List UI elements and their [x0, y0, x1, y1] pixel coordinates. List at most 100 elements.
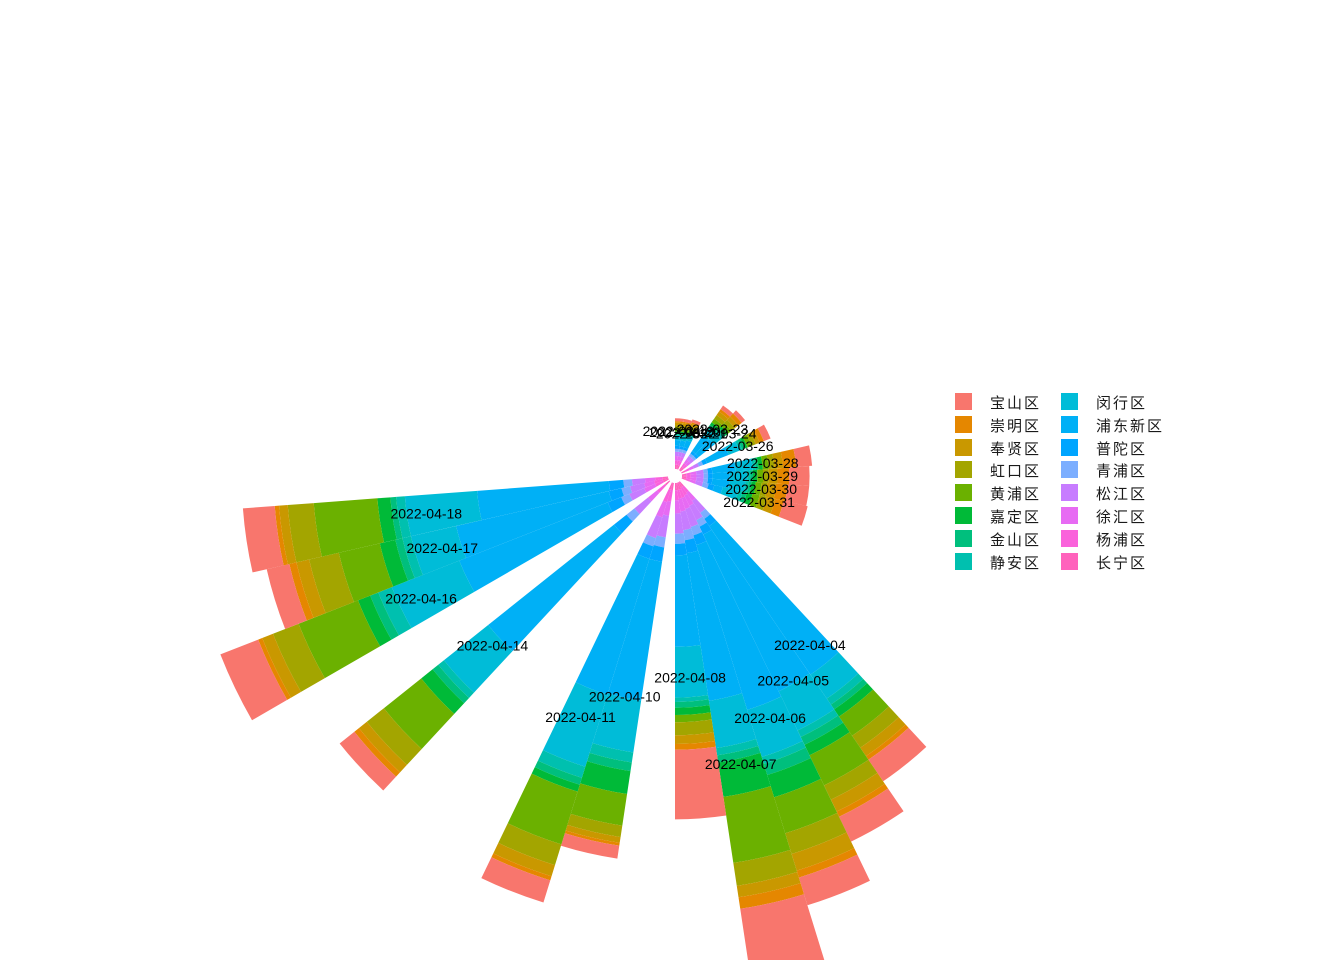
- bar-segment: [683, 418, 693, 424]
- bar-segment: [675, 719, 714, 736]
- bar-segment: [459, 502, 613, 592]
- date-label: 2022-03-29: [726, 468, 798, 484]
- bar-segment: [678, 481, 684, 487]
- bar-segment: [709, 520, 839, 675]
- bar-segment: [746, 481, 752, 494]
- bar-segment: [686, 436, 694, 443]
- bar-segment: [734, 458, 753, 472]
- bar-segment: [704, 447, 729, 464]
- date-label: 2022-04-11: [545, 709, 616, 725]
- bar-segment: [682, 464, 688, 469]
- legend-item: 闵行区: [1054, 390, 1174, 413]
- bar-segment: [839, 788, 904, 842]
- bar-segment: [679, 488, 685, 498]
- bar-segment: [702, 429, 714, 441]
- bar-segment: [738, 883, 804, 909]
- bar-segment: [691, 455, 697, 461]
- bar-segment: [391, 560, 475, 629]
- bar-segment: [681, 463, 686, 468]
- bar-segment: [621, 493, 633, 505]
- bar-segment: [727, 416, 739, 429]
- bar-segment: [690, 474, 697, 478]
- bar-segment: [358, 721, 407, 773]
- bar-segment: [700, 508, 711, 519]
- bar-segment: [742, 434, 752, 448]
- date-label: 2022-03-30: [725, 481, 797, 497]
- bar-segment: [681, 433, 688, 437]
- bar-segment: [488, 524, 622, 652]
- bar-segment: [634, 497, 652, 515]
- bar-segment: [689, 426, 698, 432]
- legend-label: 虹口区: [990, 462, 1042, 481]
- date-label: 2022-04-06: [734, 710, 806, 726]
- legend: 宝山区 崇明区 奉贤区 虹口区 黄浦区 嘉定区 金山区 静安区 闵行区 浦东新区 普陀区 青浦区 松江…: [948, 390, 1188, 580]
- bar-segment: [531, 767, 580, 792]
- bar-segment: [675, 422, 683, 427]
- bar-segment: [542, 682, 608, 767]
- bar-segment: [800, 715, 844, 745]
- bar-segment: [778, 673, 835, 731]
- legend-key: [955, 484, 972, 502]
- bar-segment: [631, 478, 646, 486]
- bar-segment: [675, 482, 678, 491]
- legend-item: 黄浦区: [948, 481, 1068, 504]
- bar-segment: [570, 783, 628, 826]
- date-label: 2022-03-20: [649, 424, 721, 440]
- bar-segment: [718, 752, 771, 797]
- bar-segment: [865, 724, 909, 760]
- bar-segment: [729, 470, 748, 482]
- bar-segment: [390, 496, 403, 540]
- bar-segment: [690, 524, 702, 536]
- bar-segment: [338, 543, 394, 602]
- bar-segment: [654, 478, 664, 484]
- bar-segment: [704, 514, 717, 527]
- bar-segment: [681, 470, 686, 474]
- bar-segment: [750, 430, 760, 445]
- bar-segment: [834, 683, 874, 717]
- legend-key: [1061, 506, 1078, 524]
- bar-segment: [273, 623, 325, 692]
- date-label: 2022-04-10: [589, 688, 661, 704]
- bar-segment: [747, 470, 751, 482]
- bar-segment: [798, 854, 870, 906]
- bar-segment: [680, 486, 688, 496]
- legend-item: 嘉定区: [948, 504, 1068, 527]
- bar-segment: [242, 506, 284, 573]
- legend-column-left: 宝山区 崇明区 奉贤区 虹口区 黄浦区 嘉定区 金山区 静安区: [948, 390, 1068, 572]
- legend-key: [1061, 484, 1078, 502]
- bar-segment: [630, 483, 646, 493]
- bar-segment: [587, 752, 632, 772]
- legend-key: [1061, 438, 1078, 456]
- legend-item: 青浦区: [1054, 458, 1174, 481]
- legend-label: 静安区: [990, 553, 1042, 572]
- bar-segment: [656, 500, 667, 518]
- bar-segment: [443, 625, 513, 693]
- date-label: 2022-04-14: [457, 637, 529, 653]
- bar-segment: [683, 440, 692, 449]
- bar-segment: [740, 894, 825, 960]
- bar-segment: [675, 448, 680, 452]
- bar-segment: [735, 439, 743, 451]
- bar-segment: [279, 505, 297, 565]
- date-label: 2022-03-21: [656, 425, 728, 441]
- bar-segment: [675, 543, 687, 556]
- bar-segment: [796, 848, 858, 878]
- bar-segment: [395, 538, 415, 581]
- bar-segment: [354, 728, 401, 777]
- bar-segment: [714, 415, 726, 426]
- bar-segment: [481, 857, 551, 903]
- bar-segment: [685, 461, 691, 467]
- bar-segment: [456, 491, 612, 559]
- bar-segment: [339, 731, 397, 791]
- bar-segment: [643, 534, 656, 547]
- legend-key: [955, 529, 972, 547]
- bar-segment: [613, 514, 633, 534]
- legend-key: [1061, 393, 1078, 410]
- legend-key: [1061, 552, 1078, 570]
- bar-segment: [746, 432, 756, 446]
- bar-segment: [607, 497, 625, 513]
- bar-segment: [684, 493, 694, 506]
- bar-segment: [715, 430, 724, 440]
- bar-segment: [680, 510, 692, 531]
